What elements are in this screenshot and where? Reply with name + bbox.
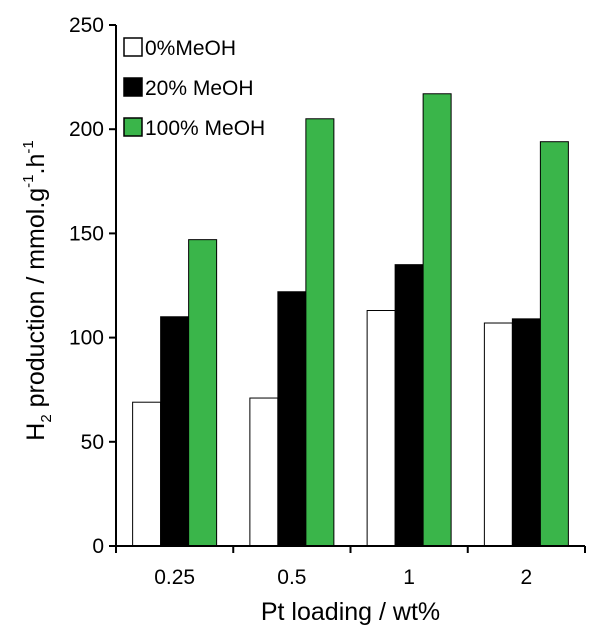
legend-label: 20% MeOH (145, 77, 254, 100)
bar-0-meoh-0_5 (249, 397, 279, 547)
legend-swatch (123, 77, 143, 97)
bar-0-meoh-1 (366, 310, 396, 547)
y-title-prefix: H (22, 423, 50, 441)
x-category-label: 2 (521, 566, 533, 589)
y-title-superscript-1: -1 (20, 174, 37, 187)
bar-20-meoh-0_5 (277, 291, 307, 547)
y-tick-label: 200 (69, 118, 104, 141)
legend: 0%MeOH 20% MeOH 100% MeOH (123, 37, 265, 140)
bar-0-meoh-2 (483, 322, 513, 547)
x-category-label: 0.25 (154, 566, 195, 589)
y-title-middle-2: .h (22, 154, 50, 175)
bars-group (132, 93, 569, 547)
bar-100-meoh-2 (539, 141, 569, 547)
bar-100-meoh-0_5 (305, 118, 335, 547)
y-title-subscript: 2 (38, 414, 55, 422)
y-title-superscript-2: -1 (20, 140, 37, 153)
bar-20-meoh-2 (511, 318, 541, 547)
y-tick-label: 250 (69, 14, 104, 37)
x-category-label: 1 (403, 566, 415, 589)
y-title-middle: production / mmol.g (22, 188, 50, 415)
bar-100-meoh-1 (422, 93, 452, 547)
legend-swatch (123, 117, 143, 137)
bar-20-meoh-0_25 (160, 316, 190, 547)
y-axis-title: H2 production / mmol.g-1.h-1 (20, 140, 55, 440)
y-tick-label: 100 (69, 327, 104, 350)
bar-100-meoh-0_25 (188, 239, 218, 547)
legend-swatch (123, 37, 143, 57)
y-tick-label: 50 (81, 431, 104, 454)
y-tick-label: 0 (92, 535, 104, 558)
bar-20-meoh-1 (394, 264, 424, 547)
legend-label: 0%MeOH (145, 37, 236, 60)
bar-0-meoh-0_25 (132, 401, 162, 547)
x-axis-title: Pt loading / wt% (261, 598, 440, 626)
legend-label: 100% MeOH (145, 117, 265, 140)
x-axis: 0.25 0.5 1 2 (115, 545, 586, 589)
y-axis: 0 50 100 150 200 250 (69, 14, 117, 558)
x-category-label: 0.5 (277, 566, 306, 589)
y-tick-label: 150 (69, 222, 104, 245)
